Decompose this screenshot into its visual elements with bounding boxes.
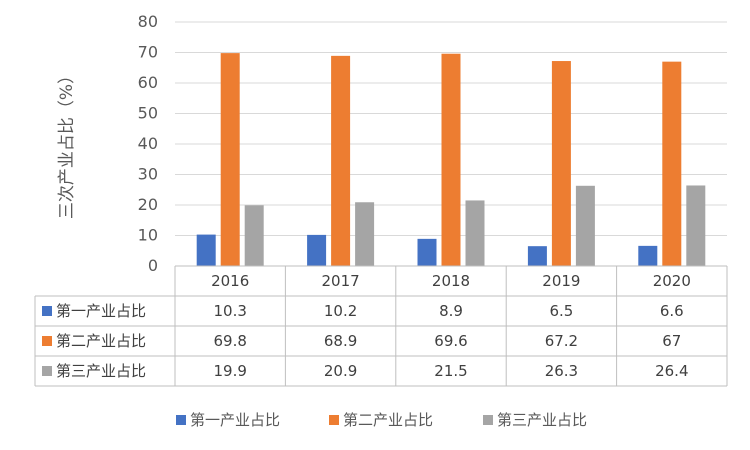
bar bbox=[220, 53, 240, 266]
bar bbox=[551, 61, 571, 266]
table-cell-value: 68.9 bbox=[324, 332, 357, 350]
y-axis-ticks: 0 10 20 30 40 50 60 70 80 bbox=[138, 12, 158, 275]
table-cell-value: 20.9 bbox=[324, 362, 357, 380]
y-tick-label: 40 bbox=[138, 134, 158, 153]
legend-swatch bbox=[176, 415, 186, 425]
table-cell-value: 26.4 bbox=[655, 362, 688, 380]
bar bbox=[307, 234, 327, 266]
table-series-name: 第一产业占比 bbox=[56, 302, 146, 320]
bar bbox=[686, 185, 706, 266]
table-cell-value: 6.6 bbox=[660, 302, 684, 320]
y-tick-label: 50 bbox=[138, 104, 158, 123]
table-cell-value: 8.9 bbox=[439, 302, 463, 320]
table-cell-value: 10.2 bbox=[324, 302, 357, 320]
table-cell-value: 10.3 bbox=[213, 302, 246, 320]
bar bbox=[196, 234, 216, 266]
bar bbox=[527, 246, 547, 266]
bar bbox=[465, 200, 485, 266]
legend-label: 第一产业占比 bbox=[190, 411, 280, 429]
y-tick-label: 70 bbox=[138, 43, 158, 62]
y-tick-label: 30 bbox=[138, 165, 158, 184]
bar bbox=[638, 245, 658, 266]
legend-swatch bbox=[329, 415, 339, 425]
x-tick-label: 2016 bbox=[211, 272, 249, 290]
y-tick-label: 80 bbox=[138, 12, 158, 31]
legend-swatch bbox=[483, 415, 493, 425]
bar bbox=[662, 61, 682, 267]
series-swatch bbox=[42, 366, 52, 376]
bars bbox=[196, 53, 706, 267]
table-cell-value: 19.9 bbox=[213, 362, 246, 380]
table-cell-value: 67.2 bbox=[545, 332, 578, 350]
y-tick-label: 0 bbox=[148, 256, 158, 275]
bar bbox=[244, 205, 264, 266]
legend: 第一产业占比 第二产业占比 第三产业占比 bbox=[176, 411, 587, 429]
data-table: 2016 2017 2018 2019 2020 第一产业占比 10.3 10.2 8.9 6.5… bbox=[34, 265, 728, 387]
bar bbox=[331, 55, 351, 267]
bar bbox=[417, 238, 437, 266]
x-tick-label: 2020 bbox=[653, 272, 691, 290]
y-axis-label: 三次产业占比（%） bbox=[57, 67, 77, 219]
table-series-name: 第三产业占比 bbox=[56, 362, 146, 380]
table-cell-value: 69.8 bbox=[213, 332, 246, 350]
bar bbox=[355, 202, 375, 266]
legend-label: 第三产业占比 bbox=[497, 411, 587, 429]
series-swatch bbox=[42, 306, 52, 316]
x-tick-label: 2019 bbox=[542, 272, 580, 290]
y-tick-label: 20 bbox=[138, 195, 158, 214]
x-tick-label: 2017 bbox=[322, 272, 360, 290]
bar bbox=[441, 53, 461, 266]
x-tick-label: 2018 bbox=[432, 272, 470, 290]
table-cell-value: 69.6 bbox=[434, 332, 467, 350]
table-cell-value: 26.3 bbox=[545, 362, 578, 380]
y-tick-label: 60 bbox=[138, 73, 158, 92]
table-series-name: 第二产业占比 bbox=[56, 332, 146, 350]
series-swatch bbox=[42, 336, 52, 346]
table-cell-value: 67 bbox=[662, 332, 681, 350]
legend-label: 第二产业占比 bbox=[343, 411, 433, 429]
table-cell-value: 6.5 bbox=[549, 302, 573, 320]
table-cell-value: 21.5 bbox=[434, 362, 467, 380]
y-tick-label: 10 bbox=[138, 226, 158, 245]
bar bbox=[575, 185, 595, 266]
